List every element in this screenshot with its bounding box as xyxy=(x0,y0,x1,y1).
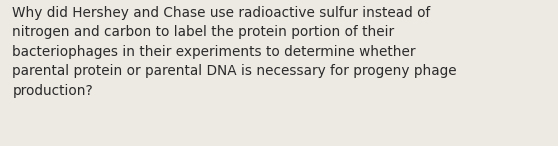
Text: Why did Hershey and Chase use radioactive sulfur instead of
nitrogen and carbon : Why did Hershey and Chase use radioactiv… xyxy=(12,6,457,98)
